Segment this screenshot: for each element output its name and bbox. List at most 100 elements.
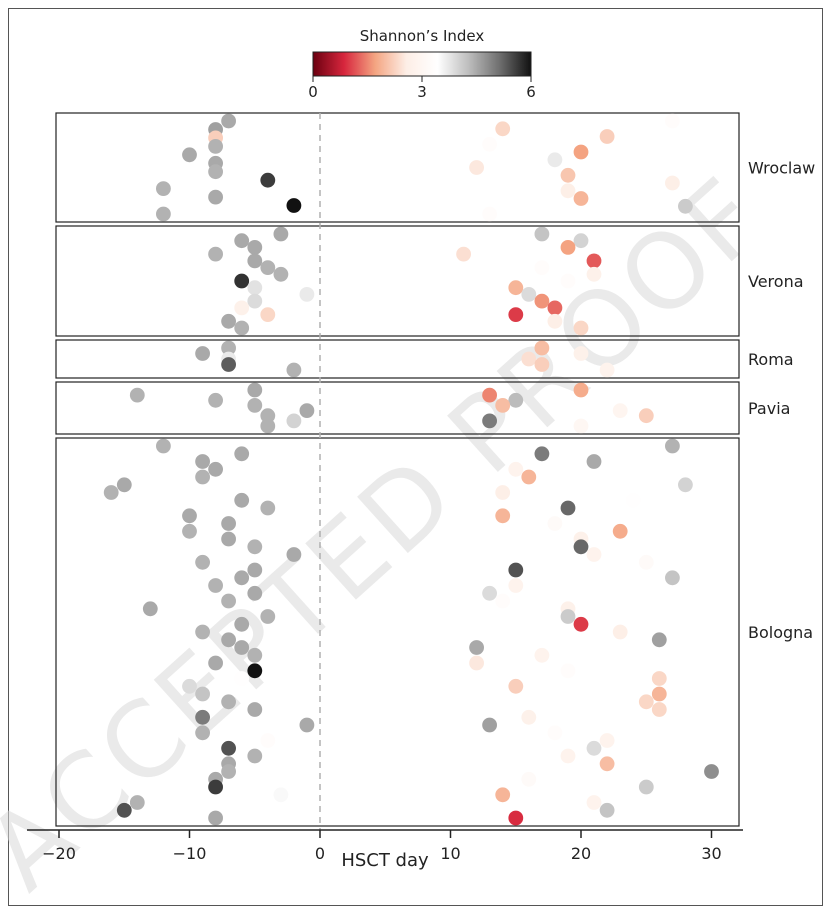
site-label-pavia: Pavia <box>748 399 790 418</box>
data-point-bologna <box>103 485 119 500</box>
data-point-bologna <box>247 748 263 764</box>
data-point-bologna <box>495 787 511 803</box>
data-point-wroclaw <box>573 144 589 160</box>
data-point-bologna <box>651 686 667 702</box>
data-point-pavia <box>573 382 589 398</box>
data-point-bologna <box>208 810 224 826</box>
data-point-bologna <box>560 500 576 516</box>
data-point-bologna <box>586 795 602 810</box>
data-point-bologna <box>260 609 276 624</box>
data-point-bologna <box>286 547 302 562</box>
data-point-wroclaw <box>665 113 680 129</box>
data-point-roma <box>534 357 550 372</box>
x-tick-label: −10 <box>173 844 207 863</box>
data-point-bologna <box>208 578 224 593</box>
data-point-pavia <box>573 418 589 434</box>
data-point-bologna <box>469 640 484 655</box>
data-point-wroclaw <box>560 183 576 199</box>
data-point-bologna <box>195 686 211 702</box>
data-point-bologna <box>495 508 511 524</box>
data-point-bologna <box>599 756 615 772</box>
data-point-bologna <box>247 562 263 578</box>
data-point-wroclaw <box>665 175 680 191</box>
data-point-verona <box>234 233 250 249</box>
panel-bologna <box>55 437 740 827</box>
data-point-bologna <box>651 671 667 686</box>
x-tick-label: 30 <box>701 844 721 863</box>
site-label-bologna: Bologna <box>748 623 813 642</box>
data-point-bologna <box>651 632 667 648</box>
data-point-wroclaw <box>156 206 171 222</box>
x-tick-label: 0 <box>315 844 325 863</box>
data-point-bologna <box>182 678 197 694</box>
data-point-bologna <box>704 764 719 779</box>
data-point-bologna <box>521 709 537 725</box>
site-panels <box>55 112 740 827</box>
data-point-bologna <box>625 492 641 508</box>
data-point-bologna <box>142 601 158 617</box>
data-point-bologna <box>195 624 211 640</box>
data-point-bologna <box>221 632 237 648</box>
data-point-bologna <box>586 454 602 469</box>
data-point-bologna <box>586 740 602 756</box>
data-point-verona <box>273 266 289 282</box>
data-point-bologna <box>221 593 237 609</box>
watermark: ACCEPTED PROOF <box>0 153 788 913</box>
data-point-bologna <box>208 461 224 477</box>
data-point-bologna <box>260 733 276 748</box>
colorbar-tick-label: 0 <box>308 83 318 101</box>
panel-pavia <box>55 381 740 435</box>
data-point-bologna <box>182 508 197 524</box>
data-point-bologna <box>195 709 211 725</box>
data-point-bologna <box>116 477 132 493</box>
data-point-bologna <box>495 485 511 500</box>
data-point-verona <box>521 287 537 302</box>
data-point-bologna <box>221 740 237 756</box>
data-point-verona <box>247 280 263 296</box>
x-tick-label: 10 <box>440 844 460 863</box>
site-label-verona: Verona <box>748 272 804 291</box>
data-point-verona <box>234 273 250 289</box>
data-point-bologna <box>495 593 511 609</box>
data-point-bologna <box>195 469 211 485</box>
data-point-bologna <box>508 678 524 694</box>
data-point-bologna <box>469 655 484 671</box>
data-point-pavia <box>482 413 497 429</box>
data-point-bologna <box>482 717 497 733</box>
data-point-bologna <box>586 547 602 562</box>
data-point-bologna <box>665 438 680 454</box>
data-point-verona <box>547 313 563 329</box>
data-point-verona <box>586 253 602 269</box>
data-point-verona <box>456 246 471 262</box>
data-point-bologna <box>247 702 263 717</box>
data-point-verona <box>221 313 237 329</box>
data-point-wroclaw <box>599 129 615 144</box>
data-point-bologna <box>560 748 576 764</box>
data-point-wroclaw <box>182 147 197 163</box>
data-point-pavia <box>612 403 628 418</box>
data-point-bologna <box>195 725 211 741</box>
data-point-bologna <box>247 663 263 679</box>
watermark-text: ACCEPTED PROOF <box>0 153 788 913</box>
data-point-bologna <box>560 609 576 624</box>
data-point-pavia <box>508 392 524 408</box>
data-point-bologna <box>547 516 563 531</box>
data-point-bologna <box>560 663 576 679</box>
data-point-bologna <box>508 810 524 826</box>
data-point-bologna <box>534 647 550 663</box>
colorbar-gradient <box>312 51 532 77</box>
data-point-bologna <box>508 461 524 477</box>
figure-frame <box>8 8 823 906</box>
data-point-bologna <box>521 771 537 787</box>
data-point-pavia <box>299 403 315 418</box>
site-labels: Wroclaw Verona Roma Pavia Bologna <box>748 159 815 643</box>
data-point-verona <box>586 266 602 282</box>
data-point-wroclaw <box>678 198 693 214</box>
data-point-verona <box>573 233 589 249</box>
site-label-roma: Roma <box>748 350 794 369</box>
data-point-verona <box>547 300 563 316</box>
data-point-bologna <box>182 523 197 539</box>
data-point-bologna <box>221 531 237 547</box>
